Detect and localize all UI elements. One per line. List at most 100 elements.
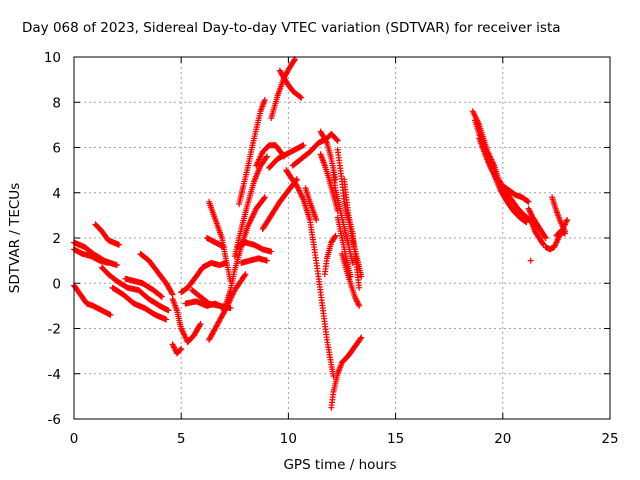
y-tick-label: 8 <box>52 95 61 111</box>
data-point <box>297 93 304 100</box>
data-point <box>261 195 268 202</box>
data-points <box>71 56 571 411</box>
data-point <box>113 262 120 269</box>
data-point <box>263 154 270 161</box>
data-point <box>525 198 532 205</box>
data-point <box>197 320 204 327</box>
data-point <box>539 240 546 247</box>
x-tick-label: 10 <box>280 431 297 447</box>
series-track-28 <box>283 167 337 380</box>
series-track-06 <box>109 284 170 323</box>
y-tick-label: 10 <box>44 50 61 66</box>
series-track-47 <box>527 257 534 264</box>
data-point <box>334 137 341 144</box>
series-track-20 <box>236 96 268 208</box>
x-tick-label: 25 <box>601 431 618 447</box>
y-tick-label: 4 <box>52 186 61 202</box>
series-track-24 <box>276 67 305 101</box>
plot-frame <box>73 56 611 420</box>
series-track-30 <box>321 232 339 278</box>
series-track-45 <box>549 194 568 235</box>
data-point <box>524 198 531 205</box>
data-point <box>561 230 568 237</box>
data-point <box>157 293 164 300</box>
data-point <box>564 216 571 223</box>
series-track-27 <box>289 130 341 169</box>
series-track-46 <box>553 228 568 239</box>
series-track-29 <box>302 185 320 223</box>
series-track-41 <box>476 135 530 226</box>
data-point <box>158 293 165 300</box>
x-tick-label: 15 <box>387 431 404 447</box>
data-point <box>263 257 270 264</box>
data-point <box>241 272 248 279</box>
data-point <box>178 345 185 352</box>
series-track-03 <box>71 246 112 266</box>
series-track-09 <box>169 296 204 346</box>
data-point <box>291 57 298 64</box>
data-point <box>163 316 170 323</box>
y-tick-label: 6 <box>52 141 61 157</box>
series-track-04 <box>92 221 123 248</box>
y-tick-label: 2 <box>52 231 61 247</box>
y-axis-label: SDTVAR / TECUs <box>7 183 23 293</box>
data-point <box>349 259 356 266</box>
series-track-15 <box>206 198 234 284</box>
data-point <box>527 257 534 264</box>
data-point <box>356 284 363 291</box>
chart-title: Day 068 of 2023, Sidereal Day-to-day VTE… <box>22 20 561 36</box>
series-track-08 <box>122 275 165 300</box>
grid-lines <box>74 57 610 419</box>
y-tick-labels: -6 -4 -2 0 2 4 6 8 10 <box>44 50 61 428</box>
data-point <box>356 302 363 309</box>
data-point <box>196 322 203 329</box>
data-point <box>116 241 123 248</box>
data-point <box>300 142 307 149</box>
series-track-43 <box>527 216 547 248</box>
data-point <box>168 290 175 297</box>
series-track-02 <box>71 282 114 318</box>
data-point <box>165 307 172 314</box>
y-tick-label: -2 <box>48 322 61 338</box>
data-point <box>242 271 249 278</box>
data-point <box>542 235 549 241</box>
data-point <box>105 259 112 266</box>
series-track-34 <box>328 334 365 411</box>
data-point <box>298 94 305 101</box>
x-tick-label: 0 <box>70 431 79 447</box>
series-track-17 <box>221 194 268 314</box>
data-point <box>177 346 184 353</box>
series-track-05 <box>98 264 172 314</box>
data-point <box>357 335 364 342</box>
series-track-07 <box>137 250 176 298</box>
series-track-11 <box>178 259 230 296</box>
data-point <box>261 96 268 103</box>
data-point <box>107 311 114 318</box>
y-tick-label: 0 <box>52 276 61 292</box>
y-tick-label: -4 <box>48 367 61 383</box>
data-point <box>263 153 270 160</box>
data-point <box>332 232 339 239</box>
data-point <box>347 273 354 280</box>
data-point <box>313 216 320 223</box>
x-tick-label: 5 <box>177 431 186 447</box>
series-track-22 <box>253 142 288 169</box>
series-track-42 <box>525 205 549 241</box>
series-track-38 <box>330 169 356 266</box>
data-point <box>333 136 340 143</box>
series-track-19 <box>238 255 270 266</box>
data-point <box>522 218 529 225</box>
data-point <box>358 273 365 280</box>
x-tick-label: 20 <box>494 431 511 447</box>
data-point <box>268 248 275 255</box>
data-point <box>358 334 365 341</box>
data-point <box>261 194 268 201</box>
x-tick-labels: 0 5 10 15 20 25 <box>70 431 619 447</box>
x-axis-label: GPS time / hours <box>283 457 396 473</box>
data-point <box>323 138 330 145</box>
data-point <box>523 219 530 226</box>
data-point <box>331 233 338 240</box>
series-track-10 <box>169 341 185 357</box>
